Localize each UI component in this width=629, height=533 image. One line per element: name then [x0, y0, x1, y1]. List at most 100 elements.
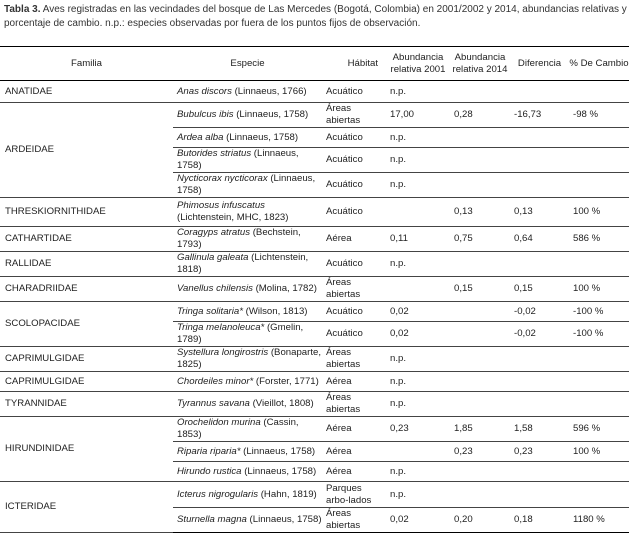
- species-author: (Forster, 1771): [255, 375, 319, 387]
- table-row: CATHARTIDAE Coragyps atratus (Bechstein, …: [0, 226, 629, 252]
- header-especie: Especie: [173, 46, 322, 81]
- table-row: ANATIDAE Anas discors (Linnaeus, 1766) Acu…: [0, 80, 629, 103]
- table-row: Nycticorax nycticorax (Linnaeus, 1758) Ac…: [0, 172, 629, 198]
- ab2001-cell: 0,02: [386, 301, 450, 322]
- species-author: (Linnaeus, 1758): [243, 445, 316, 457]
- species-name: Tyrannus savana: [177, 398, 250, 409]
- table-row: Butorides striatus (Linnaeus, 1758) Acuát…: [0, 147, 629, 173]
- bird-table: Familia Especie Hábitat Abundancia relat…: [0, 46, 629, 533]
- species-cell: Chordeiles minor* (Forster, 1771): [173, 371, 322, 392]
- habitat-cell: Aérea: [322, 441, 386, 462]
- table-row: Tringa melanoleuca* (Gmelin, 1789) Acuáti…: [0, 321, 629, 347]
- species-author: (Linnaeus, 1758): [226, 131, 299, 143]
- species-name: Coragyps atratus: [177, 227, 251, 238]
- ab2014-cell: [450, 251, 510, 277]
- family-cell: ANATIDAE: [0, 80, 173, 103]
- family-cell: THRESKIORNITHIDAE: [0, 197, 173, 227]
- species-author: (Hahn, 1819): [260, 488, 317, 500]
- habitat-cell: Acuático: [322, 172, 386, 198]
- caption-text: Aves registradas en las vecindades del b…: [4, 4, 627, 29]
- family-cell: CATHARTIDAE: [0, 226, 173, 252]
- ab2001-cell: n.p.: [386, 371, 450, 392]
- species-author: (Wilson, 1813): [245, 305, 308, 317]
- species-name: Hirundo rustica: [177, 465, 242, 477]
- cambio-cell: -98 %: [569, 102, 629, 128]
- ab2001-cell: n.p.: [386, 481, 450, 508]
- habitat-cell: Acuático: [322, 127, 386, 148]
- ab2001-cell: n.p.: [386, 251, 450, 277]
- ab2014-cell: 0,20: [450, 507, 510, 533]
- diferencia-cell: [510, 461, 569, 482]
- species-cell: Tringa melanoleuca* (Gmelin, 1789): [173, 321, 322, 347]
- species-name: Anas discors: [177, 85, 232, 97]
- diferencia-cell: 0,15: [510, 276, 569, 302]
- habitat-cell: Acuático: [322, 251, 386, 277]
- table-row: THRESKIORNITHIDAE Phimosus infuscatus (Li…: [0, 197, 629, 227]
- table-row: ICTERIDAE Icterus nigrogularis (Hahn, 181…: [0, 481, 629, 533]
- table-row: CHARADRIIDAE Vanellus chilensis (Molina, …: [0, 276, 629, 302]
- species-name: Systellura longirostris: [177, 347, 269, 358]
- species-name: Orochelidon murina: [177, 417, 261, 428]
- cambio-cell: [569, 481, 629, 508]
- species-cell: Vanellus chilensis (Molina, 1782): [173, 276, 322, 302]
- header-diferencia: Diferencia: [510, 46, 569, 81]
- ab2014-cell: [450, 321, 510, 347]
- species-author: (Linnaeus, 1758): [236, 109, 309, 120]
- diferencia-cell: -0,02: [510, 301, 569, 322]
- habitat-cell: Acuático: [322, 321, 386, 347]
- family-cell: ARDEIDAE: [0, 102, 173, 198]
- habitat-cell: Áreas abiertas: [322, 346, 386, 372]
- habitat-cell: Acuático: [322, 197, 386, 227]
- species-cell: Tyrannus savana (Vieillot, 1808): [173, 391, 322, 417]
- diferencia-cell: [510, 391, 569, 417]
- family-cell: CAPRIMULGIDAE: [0, 371, 173, 392]
- species-name: Bubulcus ibis: [177, 109, 234, 120]
- ab2014-cell: [450, 127, 510, 148]
- ab2014-cell: 0,75: [450, 226, 510, 252]
- ab2014-cell: [450, 481, 510, 508]
- table-row: Ardea alba (Linnaeus, 1758) Acuático n.p.: [0, 127, 629, 148]
- species-name: Tringa solitaria*: [177, 305, 243, 317]
- caption-label: Tabla 3.: [4, 4, 41, 15]
- cambio-cell: [569, 391, 629, 417]
- ab2001-cell: 0,02: [386, 321, 450, 347]
- ab2001-cell: n.p.: [386, 172, 450, 198]
- cambio-cell: [569, 346, 629, 372]
- header-habitat: Hábitat: [322, 46, 386, 81]
- habitat-cell: Acuático: [322, 301, 386, 322]
- ab2001-cell: 0,11: [386, 226, 450, 252]
- family-cell: ICTERIDAE: [0, 481, 173, 533]
- species-name: Chordeiles minor*: [177, 375, 254, 387]
- family-cell: CAPRIMULGIDAE: [0, 346, 173, 372]
- cambio-cell: [569, 371, 629, 392]
- diferencia-cell: [510, 346, 569, 372]
- species-name: Icterus nigrogularis: [177, 488, 259, 500]
- table-row: RALLIDAE Gallinula galeata (Lichtenstein,…: [0, 251, 629, 277]
- ab2014-cell: 0,28: [450, 102, 510, 128]
- species-cell: Systellura longirostris (Bonaparte, 1825…: [173, 346, 322, 372]
- species-name: Ardea alba: [177, 131, 224, 143]
- family-cell: CHARADRIIDAE: [0, 276, 173, 302]
- species-cell: Orochelidon murina (Cassin, 1853): [173, 416, 322, 442]
- ab2014-cell: [450, 391, 510, 417]
- species-author: (Linnaeus, 1758): [177, 148, 299, 171]
- species-name: Nycticorax nycticorax: [177, 173, 268, 184]
- family-cell: RALLIDAE: [0, 251, 173, 277]
- table-row: CAPRIMULGIDAE Systellura longirostris (Bo…: [0, 346, 629, 372]
- cambio-cell: 100 %: [569, 276, 629, 302]
- table-row: SCOLOPACIDAE Tringa solitaria* (Wilson, 1…: [0, 301, 629, 347]
- habitat-cell: Áreas abiertas: [322, 507, 386, 533]
- cambio-cell: [569, 147, 629, 173]
- header-ab2001: Abundancia relativa 2001: [386, 46, 450, 81]
- diferencia-cell: 0,13: [510, 197, 569, 227]
- ab2014-cell: [450, 147, 510, 173]
- species-cell: Tringa solitaria* (Wilson, 1813): [173, 301, 322, 322]
- ab2014-cell: 0,13: [450, 197, 510, 227]
- diferencia-cell: 0,18: [510, 507, 569, 533]
- diferencia-cell: [510, 481, 569, 508]
- ab2001-cell: n.p.: [386, 461, 450, 482]
- cambio-cell: [569, 172, 629, 198]
- species-author: (Vieillot, 1808): [252, 398, 314, 409]
- habitat-cell: Parques arbo-lados: [322, 481, 386, 508]
- species-cell: Phimosus infuscatus (Lichtenstein, MHC, …: [173, 197, 322, 227]
